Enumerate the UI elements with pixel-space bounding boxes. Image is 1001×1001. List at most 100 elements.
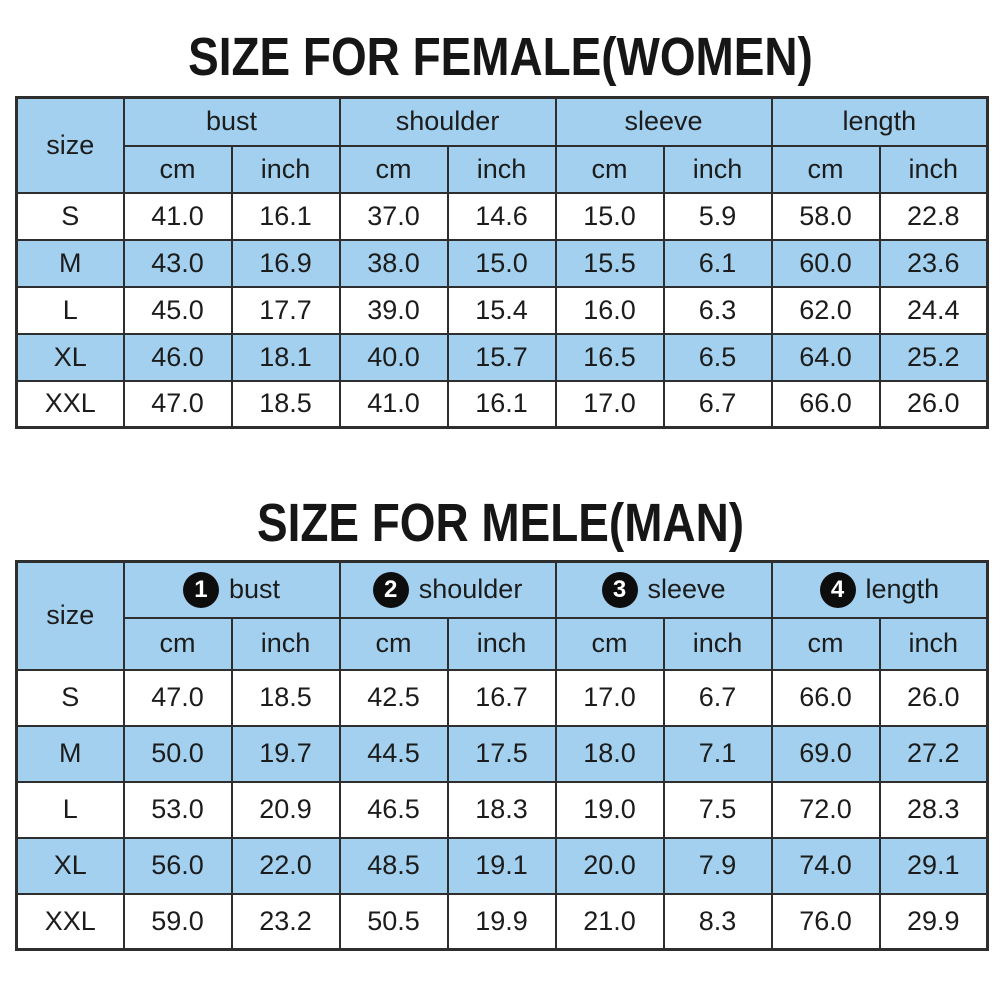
table-row: XXL 47.0 18.5 41.0 16.1 17.0 6.7 66.0 26.0: [15, 379, 989, 429]
size-cell: XL: [15, 836, 125, 895]
value-cell: 40.0: [338, 332, 449, 382]
value-cell: 39.0: [338, 285, 449, 335]
value-cell: 16.9: [230, 238, 341, 288]
unit-header-row: cm inch cm inch cm inch cm inch: [17, 616, 989, 671]
group-label: bust: [228, 574, 281, 605]
table-row: XXL 59.0 23.2 50.5 19.9 21.0 8.3 76.0 29.9: [15, 892, 989, 951]
value-cell: 8.3: [662, 892, 773, 951]
value-cell: 56.0: [122, 836, 233, 895]
value-cell: 15.5: [554, 238, 665, 288]
value-cell: 6.1: [662, 238, 773, 288]
unit-header-cm: cm: [122, 144, 233, 194]
value-cell: 20.0: [554, 836, 665, 895]
value-cell: 47.0: [122, 379, 233, 429]
size-cell: M: [15, 724, 125, 783]
value-cell: 18.3: [446, 780, 557, 839]
value-cell: 15.0: [554, 191, 665, 241]
value-cell: 7.9: [662, 836, 773, 895]
table-row: S 41.0 16.1 37.0 14.6 15.0 5.9 58.0 22.8: [15, 191, 989, 241]
circled-number-3-icon: 3: [601, 571, 638, 608]
value-cell: 6.7: [662, 668, 773, 727]
unit-header-inch: inch: [878, 144, 989, 194]
value-cell: 19.9: [446, 892, 557, 951]
value-cell: 20.9: [230, 780, 341, 839]
value-cell: 69.0: [770, 724, 881, 783]
size-cell: L: [15, 780, 125, 839]
value-cell: 18.0: [554, 724, 665, 783]
unit-header-cm: cm: [770, 616, 881, 671]
unit-header-inch: inch: [446, 616, 557, 671]
value-cell: 59.0: [122, 892, 233, 951]
value-cell: 17.0: [554, 379, 665, 429]
group-label: sleeve: [647, 574, 726, 605]
unit-header-inch: inch: [878, 616, 989, 671]
value-cell: 23.6: [878, 238, 989, 288]
female-size-table: size bust shoulder sleeve length cm inch…: [15, 96, 990, 429]
size-cell: S: [15, 668, 125, 727]
group-header-length: length: [770, 96, 989, 147]
value-cell: 19.7: [230, 724, 341, 783]
value-cell: 21.0: [554, 892, 665, 951]
value-cell: 41.0: [122, 191, 233, 241]
value-cell: 14.6: [446, 191, 557, 241]
value-cell: 50.0: [122, 724, 233, 783]
value-cell: 19.1: [446, 836, 557, 895]
size-cell: L: [15, 285, 125, 335]
size-cell: XXL: [15, 892, 125, 951]
value-cell: 19.0: [554, 780, 665, 839]
value-cell: 6.3: [662, 285, 773, 335]
size-cell: S: [15, 191, 125, 241]
unit-header-cm: cm: [338, 144, 449, 194]
value-cell: 5.9: [662, 191, 773, 241]
value-cell: 22.8: [878, 191, 989, 241]
unit-header-row: cm inch cm inch cm inch cm inch: [17, 144, 989, 194]
unit-header-cm: cm: [770, 144, 881, 194]
male-size-table: size 1 bust 2 shoulder 3 sle: [15, 560, 990, 951]
value-cell: 18.5: [230, 379, 341, 429]
group-header-sleeve: 3 sleeve: [554, 560, 773, 619]
unit-header-inch: inch: [230, 144, 341, 194]
value-cell: 46.0: [122, 332, 233, 382]
value-cell: 58.0: [770, 191, 881, 241]
value-cell: 7.5: [662, 780, 773, 839]
unit-header-inch: inch: [446, 144, 557, 194]
value-cell: 43.0: [122, 238, 233, 288]
value-cell: 18.5: [230, 668, 341, 727]
size-column-header: size: [15, 96, 125, 194]
group-header-shoulder: shoulder: [338, 96, 557, 147]
value-cell: 17.5: [446, 724, 557, 783]
group-label: length: [865, 574, 940, 605]
value-cell: 16.7: [446, 668, 557, 727]
value-cell: 74.0: [770, 836, 881, 895]
unit-header-cm: cm: [338, 616, 449, 671]
unit-header-cm: cm: [122, 616, 233, 671]
table-row: L 45.0 17.7 39.0 15.4 16.0 6.3 62.0 24.4: [15, 285, 989, 335]
male-table-title: SIZE FOR MELE(MAN): [256, 493, 745, 553]
value-cell: 16.0: [554, 285, 665, 335]
value-cell: 53.0: [122, 780, 233, 839]
unit-header-inch: inch: [662, 144, 773, 194]
value-cell: 15.4: [446, 285, 557, 335]
value-cell: 26.0: [878, 668, 989, 727]
female-table-title: SIZE FOR FEMALE(WOMEN): [188, 27, 813, 87]
value-cell: 45.0: [122, 285, 233, 335]
value-cell: 17.7: [230, 285, 341, 335]
value-cell: 66.0: [770, 379, 881, 429]
table-row: XL 56.0 22.0 48.5 19.1 20.0 7.9 74.0 29.1: [15, 836, 989, 895]
value-cell: 64.0: [770, 332, 881, 382]
value-cell: 76.0: [770, 892, 881, 951]
table-row: XL 46.0 18.1 40.0 15.7 16.5 6.5 64.0 25.2: [15, 332, 989, 382]
unit-header-cm: cm: [554, 144, 665, 194]
value-cell: 23.2: [230, 892, 341, 951]
value-cell: 17.0: [554, 668, 665, 727]
size-cell: XL: [15, 332, 125, 382]
value-cell: 38.0: [338, 238, 449, 288]
unit-header-inch: inch: [230, 616, 341, 671]
value-cell: 25.2: [878, 332, 989, 382]
circled-number-1-icon: 1: [182, 571, 219, 608]
value-cell: 37.0: [338, 191, 449, 241]
value-cell: 16.1: [230, 191, 341, 241]
size-column-header: size: [15, 560, 125, 671]
table-row: M 50.0 19.7 44.5 17.5 18.0 7.1 69.0 27.2: [15, 724, 989, 783]
